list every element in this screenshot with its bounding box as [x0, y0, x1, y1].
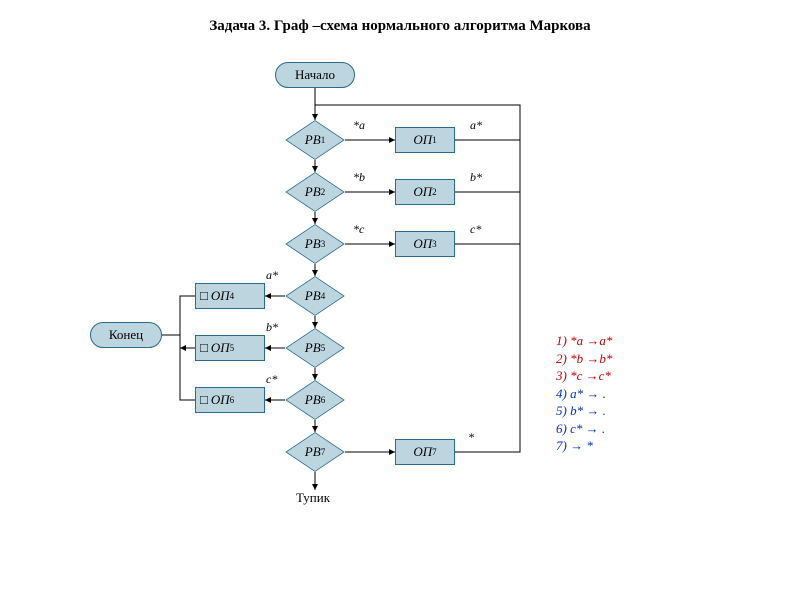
- rule-6: 6) c* → .: [556, 420, 612, 438]
- rule-5: 5) b* → .: [556, 402, 612, 420]
- rule-3: 3) *c →c*: [556, 367, 612, 385]
- edge-label-7: b*: [266, 320, 278, 335]
- edge-label-9: *: [468, 430, 474, 445]
- page-title: Задача 3. Граф –схема нормального алгори…: [0, 18, 800, 35]
- process-op1: ОП1: [395, 127, 455, 153]
- decision-pv2: PB2: [285, 172, 345, 212]
- decision-pv7: PB7: [285, 432, 345, 472]
- process-op4: □ОП4: [195, 283, 265, 309]
- rules-list: 1) *a →a*2) *b →b*3) *c →c*4) a* → .5) b…: [556, 332, 612, 455]
- decision-pv4: PB4: [285, 276, 345, 316]
- bottom-label: Тупик: [296, 490, 330, 506]
- process-op2: ОП2: [395, 179, 455, 205]
- edge-label-3: b*: [470, 170, 482, 185]
- process-op5: □ОП5: [195, 335, 265, 361]
- terminator-end: Конец: [90, 322, 162, 348]
- edge-label-6: a*: [266, 268, 278, 283]
- decision-pv5: PB5: [285, 328, 345, 368]
- edge-label-8: c*: [266, 372, 277, 387]
- edge-label-2: *b: [353, 170, 365, 185]
- rule-1: 1) *a →a*: [556, 332, 612, 350]
- edge-label-5: c*: [470, 222, 481, 237]
- edge-label-0: *a: [353, 118, 365, 133]
- process-op3: ОП3: [395, 231, 455, 257]
- edge-label-1: a*: [470, 118, 482, 133]
- rule-7: 7) → *: [556, 437, 612, 455]
- decision-pv3: PB3: [285, 224, 345, 264]
- process-op6: □ОП6: [195, 387, 265, 413]
- rule-2: 2) *b →b*: [556, 350, 612, 368]
- decision-pv1: PB1: [285, 120, 345, 160]
- decision-pv6: PB6: [285, 380, 345, 420]
- edge-label-4: *c: [353, 222, 364, 237]
- rule-4: 4) a* → .: [556, 385, 612, 403]
- process-op7: ОП7: [395, 439, 455, 465]
- terminator-start: Начало: [275, 62, 355, 88]
- connector-lines: [0, 0, 800, 600]
